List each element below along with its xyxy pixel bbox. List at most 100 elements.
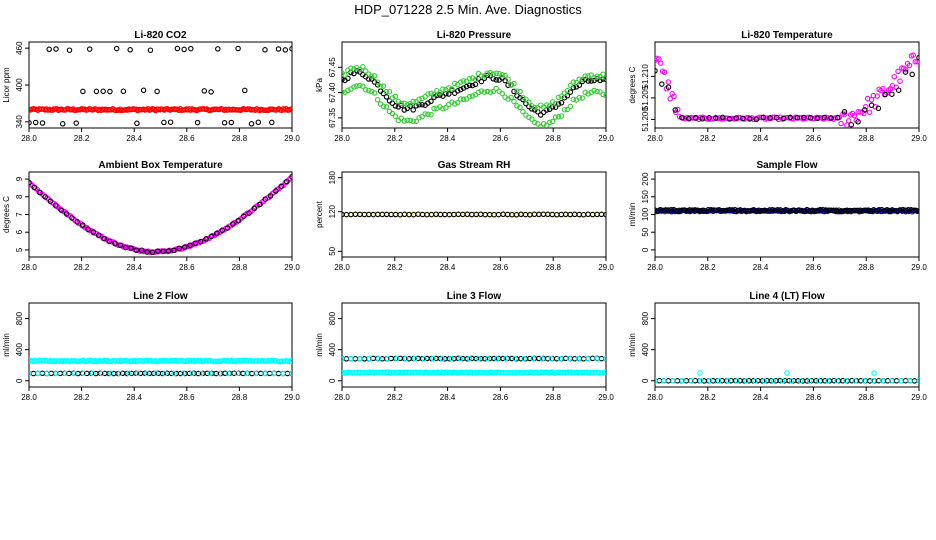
data-point — [520, 108, 526, 115]
data-point — [478, 88, 485, 94]
x-tick-label: 28.8 — [232, 263, 248, 272]
series-pressure-c — [342, 63, 606, 111]
data-point — [404, 102, 411, 108]
data-point — [490, 88, 497, 95]
data-point — [107, 88, 113, 95]
data-point — [785, 208, 792, 214]
data-point — [454, 88, 461, 94]
data-point — [431, 105, 437, 112]
chart-title: Ambient Box Temperature — [98, 160, 223, 171]
data-point — [133, 247, 140, 253]
data-point — [460, 78, 467, 84]
data-point — [911, 378, 918, 384]
data-point — [273, 188, 279, 194]
data-point — [540, 121, 547, 127]
data-point — [98, 370, 105, 377]
data-point — [907, 378, 913, 384]
plot-frame — [341, 171, 607, 258]
data-point — [916, 207, 919, 214]
data-point — [29, 370, 32, 377]
data-point — [442, 211, 448, 218]
data-point — [710, 207, 717, 213]
y-tick-label: 50 — [641, 227, 650, 236]
data-point — [165, 248, 172, 254]
data-point — [708, 206, 714, 213]
data-point — [734, 378, 740, 384]
data-point — [39, 120, 46, 126]
data-point — [74, 219, 81, 225]
x-tick-label: 29.0 — [911, 134, 927, 143]
chart-title: Sample Flow — [756, 160, 817, 171]
x-tick-label: 28.6 — [493, 263, 509, 272]
data-point — [251, 205, 258, 212]
y-tick-label: 0 — [641, 378, 650, 383]
data-point — [894, 208, 901, 214]
data-point — [348, 355, 354, 362]
data-point — [181, 244, 188, 250]
data-point — [866, 109, 873, 115]
data-point — [526, 99, 532, 105]
data-point — [573, 79, 580, 86]
data-point — [546, 119, 553, 126]
data-point — [558, 113, 565, 119]
y-tick-label: 200 — [641, 172, 650, 186]
data-point — [342, 72, 348, 78]
chart-title: Li-820 Pressure — [437, 30, 512, 41]
data-point — [845, 118, 852, 124]
data-point — [460, 85, 467, 91]
data-point — [706, 115, 712, 121]
data-point — [835, 115, 841, 121]
x-tick-label: 28.4 — [753, 263, 769, 272]
data-point — [777, 207, 784, 213]
data-point — [107, 370, 114, 377]
y-tick-label: 5 — [15, 247, 24, 252]
data-point — [670, 378, 676, 384]
data-point — [112, 240, 118, 247]
data-point — [410, 107, 416, 113]
data-point — [511, 80, 517, 87]
data-point — [93, 88, 100, 95]
data-point — [828, 207, 834, 214]
data-point — [889, 207, 896, 213]
data-point — [66, 47, 73, 53]
data-point — [460, 211, 466, 218]
data-point — [897, 207, 904, 213]
data-point — [120, 88, 127, 95]
data-point — [484, 70, 491, 76]
data-point — [582, 73, 588, 79]
data-point — [508, 81, 514, 88]
data-point — [520, 94, 526, 101]
data-point — [719, 114, 726, 121]
data-point — [31, 184, 38, 191]
data-point — [790, 207, 797, 213]
data-point — [816, 378, 822, 384]
data-point — [549, 104, 556, 110]
data-point — [906, 62, 913, 69]
data-point — [552, 100, 559, 107]
data-point — [752, 378, 758, 384]
data-point — [413, 118, 419, 125]
y-tick-label: 7 — [15, 212, 24, 217]
data-point — [807, 115, 814, 121]
data-point — [377, 83, 384, 90]
data-point — [449, 86, 455, 92]
data-point — [343, 356, 350, 362]
data-point — [844, 122, 850, 128]
series-line3-low — [342, 369, 606, 376]
data-point — [475, 89, 482, 96]
x-tick-label: 29.0 — [284, 134, 300, 143]
data-point — [496, 70, 502, 77]
data-point — [398, 100, 405, 107]
data-point — [499, 71, 505, 78]
data-point — [428, 98, 434, 105]
data-point — [733, 115, 739, 121]
data-point — [764, 208, 770, 214]
data-point — [898, 378, 904, 384]
x-tick-label: 29.0 — [284, 263, 300, 272]
data-point — [343, 211, 350, 218]
data-point — [567, 82, 574, 89]
data-point — [342, 89, 345, 95]
data-point — [841, 109, 848, 115]
data-point — [753, 116, 760, 123]
data-point — [243, 370, 250, 377]
